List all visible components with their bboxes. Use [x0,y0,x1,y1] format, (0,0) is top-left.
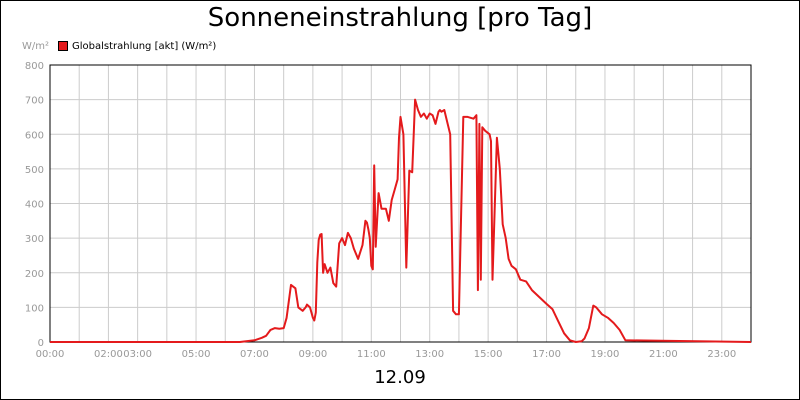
legend: Globalstrahlung [akt] (W/m²) [58,39,216,53]
y-tick-label: 0 [38,338,44,349]
legend-swatch [58,41,68,51]
chart-title: Sonneneinstrahlung [pro Tag] [207,3,593,33]
y-tick-label: 700 [25,96,44,107]
y-tick-label: 300 [25,234,44,245]
x-tick-label: 07:00 [240,349,269,360]
y-tick-label: 600 [25,130,44,141]
x-tick-label: 02:00 [94,349,123,360]
y-tick-label: 100 [25,303,44,314]
x-tick-label: 00:00 [36,349,65,360]
plot-area [49,64,752,343]
date-label: 12.09 [374,367,426,388]
x-tick-label: 09:00 [298,349,327,360]
x-tick-label: 21:00 [649,349,678,360]
x-tick-label: 15:00 [474,349,503,360]
x-tick-label: 19:00 [591,349,620,360]
series-line-globalstrahlung [50,98,752,343]
y-tick-labels: 0 100 200 300 400 500 600 700 800 [25,61,44,349]
x-tick-label: 11:00 [357,349,386,360]
y-tick-label: 500 [25,165,44,176]
plot-border [49,64,752,343]
series-layer [50,98,752,343]
x-tick-label: 23:00 [707,349,736,360]
x-tick-labels: 00:00 02:00 03:00 05:00 07:00 09:00 11:00 13:00… [36,349,737,360]
x-tick-label: 13:00 [415,349,444,360]
legend-label: Globalstrahlung [akt] (W/m²) [72,40,217,52]
y-tick-label: 800 [25,61,44,72]
y-tick-label: 200 [25,269,44,280]
x-tick-label: 03:00 [123,349,152,360]
grid-lines [50,65,751,342]
y-tick-label: 400 [25,200,44,211]
y-unit-label: W/m² [22,41,50,52]
x-tick-label: 05:00 [182,349,211,360]
x-tick-label: 17:00 [532,349,561,360]
